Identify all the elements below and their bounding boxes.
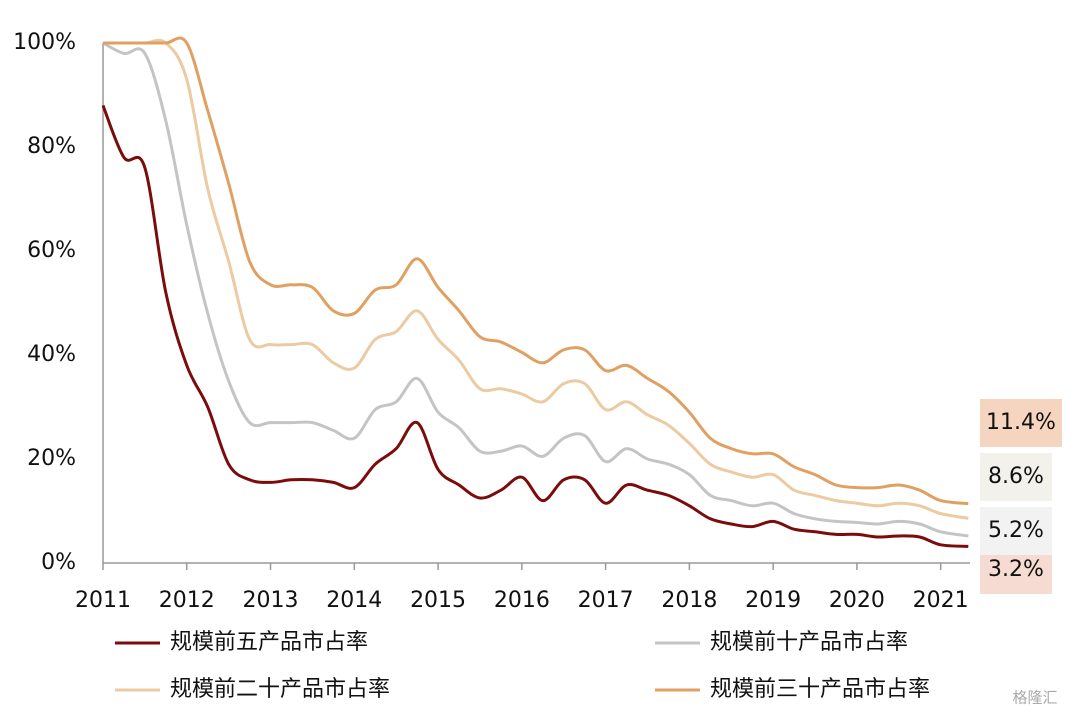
x-tick-label: 2012 [159,588,215,613]
end-label-box [980,399,1062,447]
x-tick-label: 2013 [243,588,299,613]
x-tick-label: 2011 [75,588,131,613]
legend-label: 规模前三十产品市占率 [710,677,930,702]
y-tick-label: 40% [27,342,76,367]
x-tick-label: 2019 [745,588,801,613]
x-tick-label: 2018 [661,588,717,613]
end-label-box [980,453,1052,501]
end-label: 11.4% [986,410,1056,435]
series-line [101,104,969,548]
x-tick-label: 2017 [578,588,634,613]
legend-label: 规模前二十产品市占率 [170,677,390,702]
x-tick-label: 2015 [410,588,466,613]
y-tick-label: 20% [27,446,76,471]
y-tick-label: 80% [27,134,76,159]
end-label: 5.2% [988,518,1044,543]
x-tick-label: 2016 [494,588,550,613]
x-tick-label: 2014 [326,588,382,613]
end-label: 8.6% [988,464,1044,489]
y-tick-label: 100% [13,30,76,55]
watermark: 格隆汇 [1012,689,1057,707]
legend-label: 规模前十产品市占率 [710,630,908,655]
end-label-box [980,507,1052,555]
x-tick-label: 2020 [829,588,885,613]
series-line [102,41,969,538]
end-label: 3.2% [988,557,1044,582]
y-tick-label: 60% [27,238,76,263]
y-tick-label: 0% [41,550,76,575]
series-line [102,36,969,506]
x-tick-label: 2021 [913,588,969,613]
series-line [102,38,969,520]
legend-label: 规模前五产品市占率 [170,630,368,655]
